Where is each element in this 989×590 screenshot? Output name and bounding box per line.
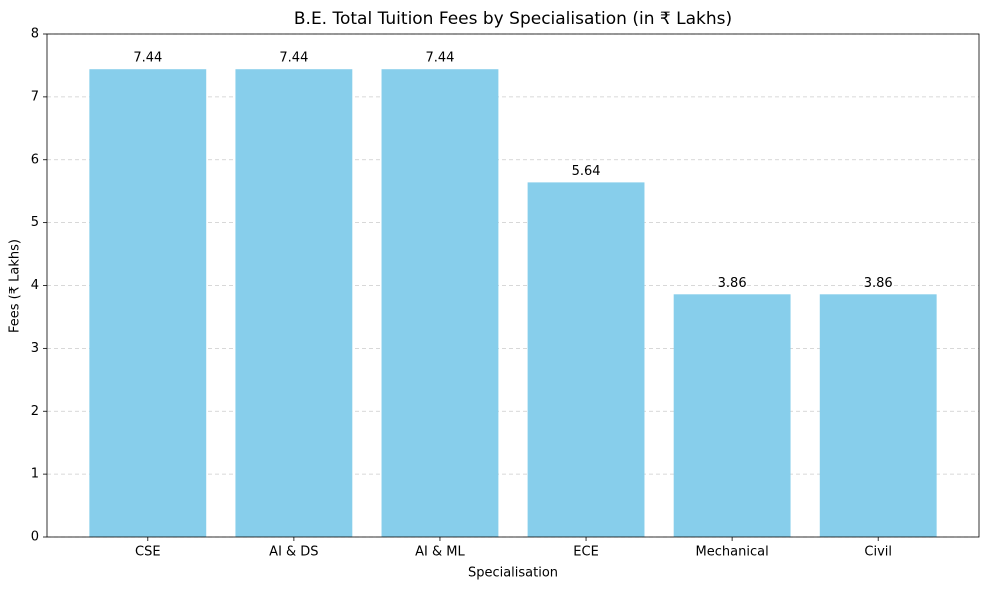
bar bbox=[527, 182, 645, 537]
x-tick-label: Mechanical bbox=[696, 545, 769, 560]
y-tick-label: 2 bbox=[31, 404, 39, 419]
y-axis-label: Fees (₹ Lakhs) bbox=[8, 239, 23, 333]
bar bbox=[819, 294, 937, 537]
y-tick-label: 0 bbox=[31, 530, 39, 545]
value-label: 3.86 bbox=[718, 276, 747, 291]
bar bbox=[235, 69, 353, 538]
bar bbox=[381, 69, 499, 538]
y-tick-label: 5 bbox=[31, 215, 39, 230]
value-label: 7.44 bbox=[133, 51, 162, 66]
y-tick-label: 4 bbox=[31, 278, 39, 293]
x-axis-label: Specialisation bbox=[468, 566, 558, 581]
x-tick-label: AI & DS bbox=[269, 545, 318, 560]
bar bbox=[89, 69, 207, 538]
x-tick-label: Civil bbox=[864, 545, 892, 560]
plot-frame bbox=[46, 33, 980, 538]
y-tick-label: 6 bbox=[31, 152, 39, 167]
y-tick-label: 7 bbox=[31, 89, 39, 104]
value-label: 3.86 bbox=[864, 276, 893, 291]
y-tick-label: 3 bbox=[31, 341, 39, 356]
x-tick-label: AI & ML bbox=[415, 545, 465, 560]
x-tick-label: ECE bbox=[573, 545, 599, 560]
value-label: 7.44 bbox=[279, 51, 308, 66]
chart-title: B.E. Total Tuition Fees by Specialisatio… bbox=[294, 9, 732, 29]
bar bbox=[673, 294, 791, 537]
x-tick-label: CSE bbox=[135, 545, 161, 560]
y-tick-label: 8 bbox=[31, 27, 39, 42]
value-label: 7.44 bbox=[425, 51, 454, 66]
value-label: 5.64 bbox=[572, 164, 601, 179]
y-tick-label: 1 bbox=[31, 467, 39, 482]
